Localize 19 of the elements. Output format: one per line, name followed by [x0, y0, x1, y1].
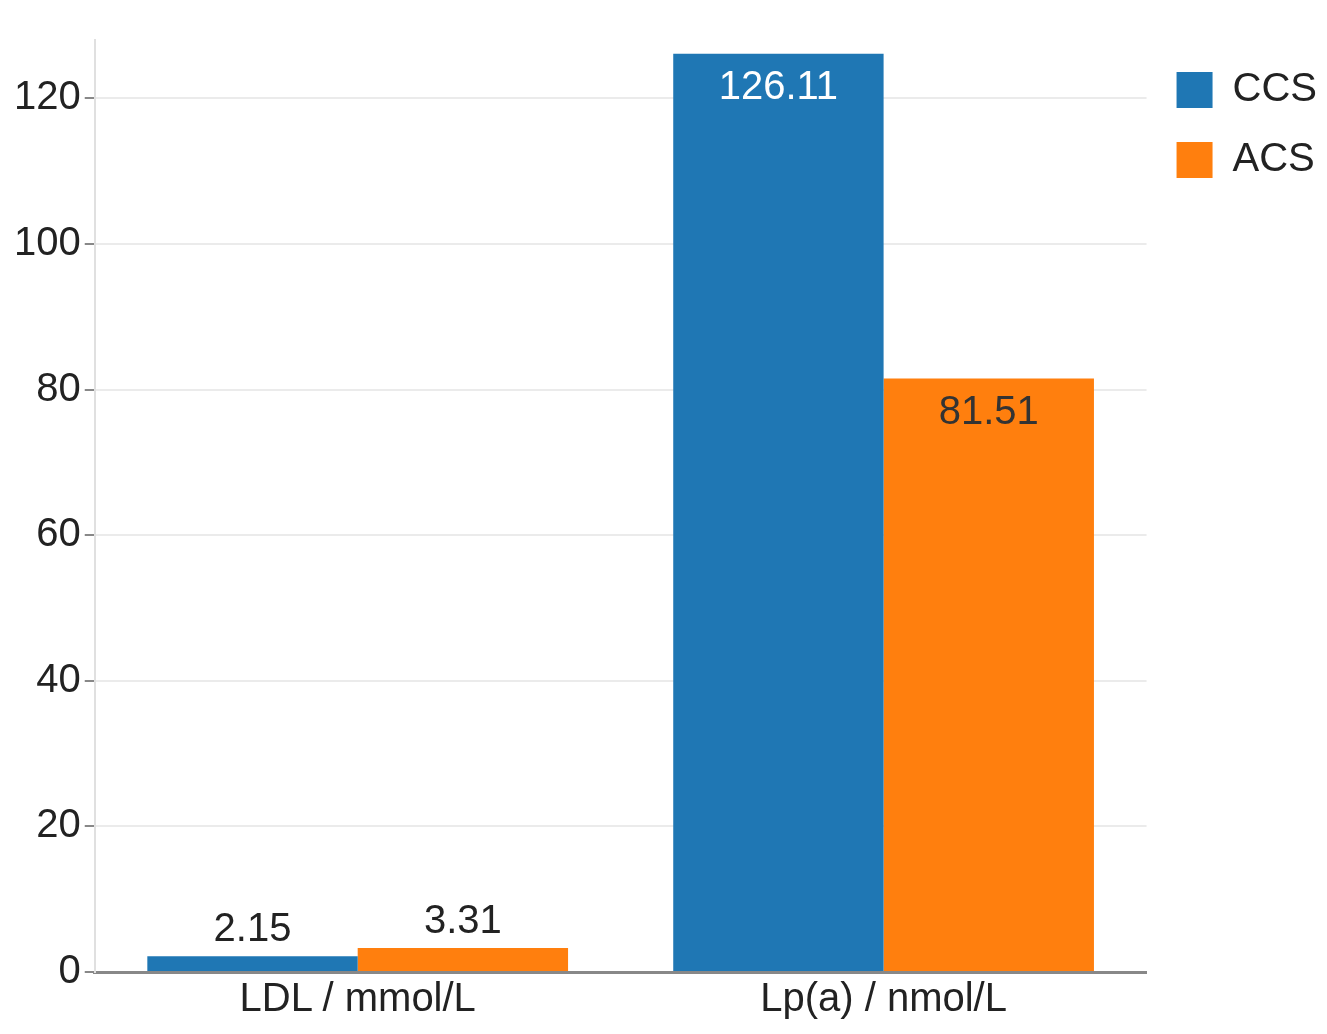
data-label: 81.51: [938, 387, 1039, 432]
data-label: 126.11: [718, 62, 839, 107]
y-tick-label: 100: [13, 218, 81, 263]
y-tick-label: 20: [36, 801, 81, 846]
bar: [673, 53, 884, 971]
data-label: 3.31: [423, 896, 502, 941]
y-tick-label: 120: [13, 73, 81, 118]
x-tick-label: LDL / mmol/L: [239, 975, 476, 1020]
bar: [147, 956, 358, 971]
x-tick-label: Lp(a) / nmol/L: [760, 975, 1007, 1020]
y-tick-label: 0: [58, 947, 81, 992]
y-tick-label: 40: [36, 655, 81, 700]
bar: [883, 378, 1094, 971]
y-tick-label: 60: [36, 510, 81, 555]
y-tick-label: 80: [36, 364, 81, 409]
data-label: 2.15: [213, 905, 292, 950]
legend-label: ACS: [1232, 135, 1315, 180]
bar: [357, 947, 569, 971]
legend-label: CCS: [1232, 65, 1317, 110]
